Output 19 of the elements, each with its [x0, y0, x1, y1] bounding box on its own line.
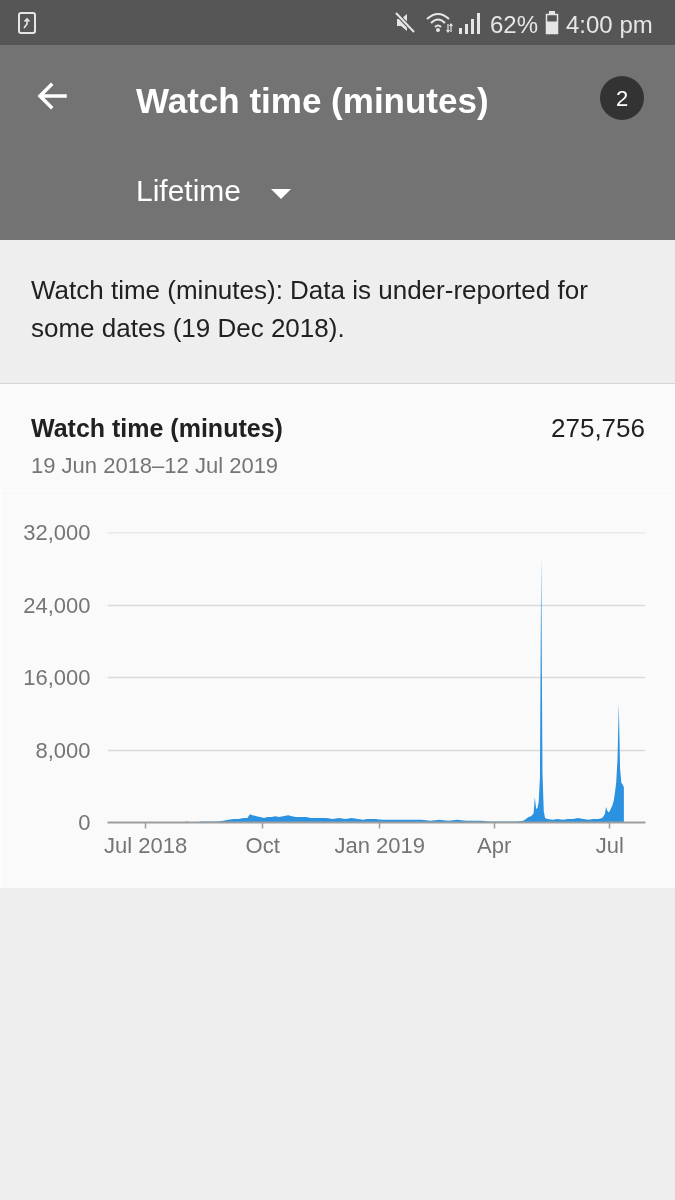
chart-subtitle: 19 Jun 2018–12 Jul 2019 — [31, 453, 279, 478]
x-tick-label: Jul — [595, 832, 624, 858]
chart-title: Watch time (minutes) — [31, 414, 283, 442]
y-tick-label: 24,000 — [23, 592, 91, 618]
text: 275,756 — [551, 413, 645, 443]
text: 62% — [490, 11, 539, 38]
y-tick-label: 16,000 — [23, 665, 91, 690]
y-tick-label: 0 — [78, 810, 91, 835]
x-tick-label: Jul 2018 — [104, 832, 188, 858]
y-tick-label: 8,000 — [35, 737, 91, 763]
x-tick-label: Apr — [477, 832, 512, 858]
text: 4:00 pm — [566, 11, 653, 38]
x-tick-label: Jan 2019 — [334, 832, 425, 858]
text: Lifetime — [136, 174, 242, 207]
x-tick-label: Oct — [245, 832, 280, 858]
text: Watch time (minutes) — [136, 81, 489, 120]
text: 2 — [614, 86, 630, 111]
y-tick-label: 32,000 — [23, 520, 91, 545]
text: Watch time (minutes): Data is under-reported for some dates (19 Dec 2018). — [31, 274, 589, 345]
